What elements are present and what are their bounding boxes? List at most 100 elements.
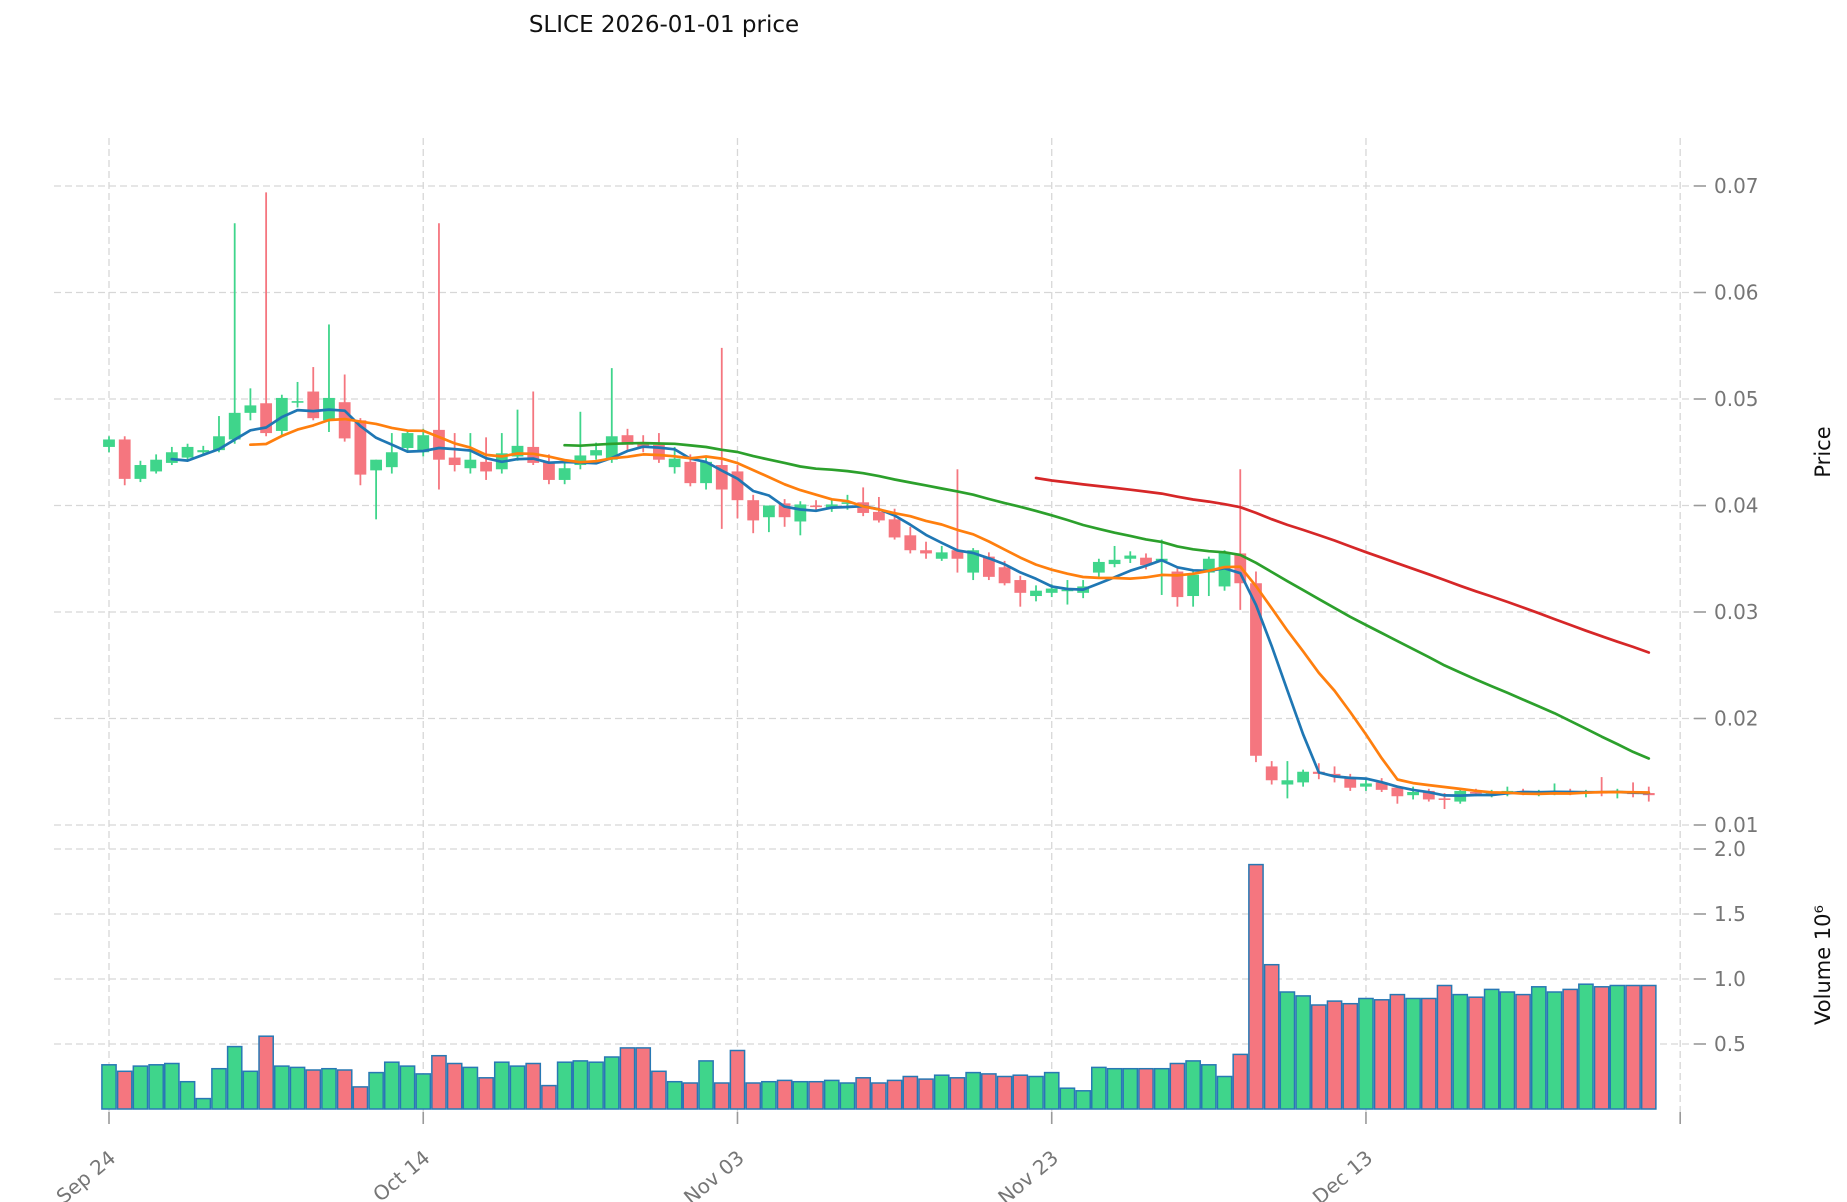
- volume-tick-label: 0.5: [1714, 1032, 1746, 1056]
- candle-body: [433, 429, 445, 460]
- volume-bar: [1232, 1053, 1249, 1110]
- candle-body: [1187, 574, 1200, 597]
- candle-body: [700, 461, 712, 484]
- volume-bar: [1342, 1002, 1359, 1110]
- volume-bar: [965, 1071, 982, 1110]
- candle-body: [967, 550, 980, 573]
- candle-body: [1407, 791, 1419, 796]
- volume-bar: [933, 1074, 950, 1110]
- volume-bar: [336, 1069, 353, 1110]
- ma-long-line: [563, 441, 1651, 760]
- volume-bar: [509, 1065, 526, 1110]
- volume-bar: [1169, 1062, 1186, 1110]
- volume-bar: [195, 1097, 212, 1110]
- volume-bar: [1468, 996, 1484, 1110]
- date-tick-label: Nov 03: [679, 1145, 749, 1202]
- volume-bar: [871, 1082, 887, 1110]
- volume-bar: [289, 1066, 306, 1110]
- volume-bar: [918, 1078, 934, 1110]
- volume-bar: [1420, 997, 1437, 1110]
- candle-body: [810, 505, 822, 508]
- price-tick-label: 0.06: [1714, 281, 1759, 305]
- date-tick-label: Sep 24: [52, 1145, 121, 1202]
- candle-body: [1297, 771, 1310, 783]
- candle-body: [1061, 589, 1074, 592]
- date-tick-label: Dec 13: [1308, 1145, 1377, 1202]
- volume-bar: [1578, 983, 1594, 1110]
- volume-bar: [1452, 993, 1469, 1110]
- candle-body: [841, 502, 854, 504]
- candle-body: [888, 519, 901, 538]
- volume-bar: [462, 1066, 479, 1110]
- chart-title: SLICE 2026-01-01 price: [529, 12, 799, 38]
- volume-bar: [745, 1082, 762, 1110]
- candle-body: [1328, 773, 1341, 777]
- price-tick-label: 0.07: [1714, 174, 1759, 198]
- candle-body: [197, 450, 210, 453]
- volume-bar: [1562, 988, 1579, 1110]
- candlesticks: [103, 192, 1655, 810]
- volume-bar: [478, 1077, 494, 1110]
- ma-short-line: [170, 408, 1651, 797]
- candle-body: [825, 504, 838, 508]
- volume-bar: [1483, 988, 1500, 1110]
- volume-bar: [996, 1075, 1013, 1110]
- candle-body: [1250, 583, 1262, 756]
- ma-longest-line: [1034, 476, 1651, 654]
- candle-body: [904, 535, 917, 551]
- volume-bar: [352, 1086, 369, 1110]
- price-axis-title: Price: [1811, 426, 1835, 477]
- volume-bar: [321, 1067, 337, 1110]
- volume-bar: [666, 1080, 683, 1110]
- candle-body: [935, 552, 948, 559]
- candle-body: [385, 452, 398, 468]
- volume-bars: [101, 863, 1657, 1110]
- candle-body: [1422, 790, 1435, 800]
- volume-bar: [1593, 986, 1610, 1110]
- volume-bar: [1625, 984, 1641, 1110]
- volume-bar: [1106, 1067, 1123, 1110]
- volume-bar: [1609, 984, 1626, 1110]
- volume-bar: [1216, 1075, 1233, 1110]
- volume-bar: [823, 1079, 840, 1110]
- candle-body: [1265, 766, 1278, 781]
- candle-body: [653, 444, 665, 460]
- volume-bar: [226, 1045, 243, 1110]
- gridlines: [54, 138, 1694, 1115]
- candle-body: [872, 511, 885, 521]
- candle-body: [1171, 571, 1184, 598]
- volume-bar: [1640, 984, 1657, 1110]
- volume-bar: [1515, 993, 1531, 1110]
- candle-body: [103, 439, 115, 447]
- volume-bar: [415, 1073, 432, 1110]
- volume-bar: [273, 1065, 290, 1110]
- candle-body: [684, 461, 697, 484]
- volume-bar: [1122, 1067, 1139, 1110]
- volume-bar: [1436, 984, 1453, 1110]
- candle-body: [1470, 791, 1482, 794]
- volume-bar: [242, 1070, 259, 1110]
- volume-bar: [619, 1047, 636, 1110]
- volume-bar: [1263, 963, 1280, 1110]
- volume-bar: [1028, 1075, 1044, 1110]
- candle-body: [134, 465, 147, 479]
- volume-bar: [572, 1060, 589, 1110]
- volume-bar: [132, 1065, 149, 1110]
- candle-body: [1045, 588, 1058, 593]
- candle-body: [181, 446, 194, 458]
- volume-bar: [541, 1084, 557, 1110]
- volume-bar: [1248, 863, 1264, 1110]
- volume-bar: [1389, 993, 1406, 1110]
- candle-body: [794, 504, 807, 522]
- volume-bar: [729, 1049, 746, 1110]
- volume-bar: [792, 1080, 809, 1110]
- candle-body: [401, 433, 414, 448]
- volume-bar: [116, 1070, 133, 1110]
- volume-bar: [1059, 1087, 1076, 1110]
- candle-body: [998, 567, 1011, 584]
- volume-bar: [179, 1080, 196, 1110]
- candle-body: [637, 443, 650, 447]
- volume-bar: [383, 1061, 400, 1110]
- volume-bar: [211, 1067, 227, 1110]
- volume-bar: [635, 1047, 652, 1110]
